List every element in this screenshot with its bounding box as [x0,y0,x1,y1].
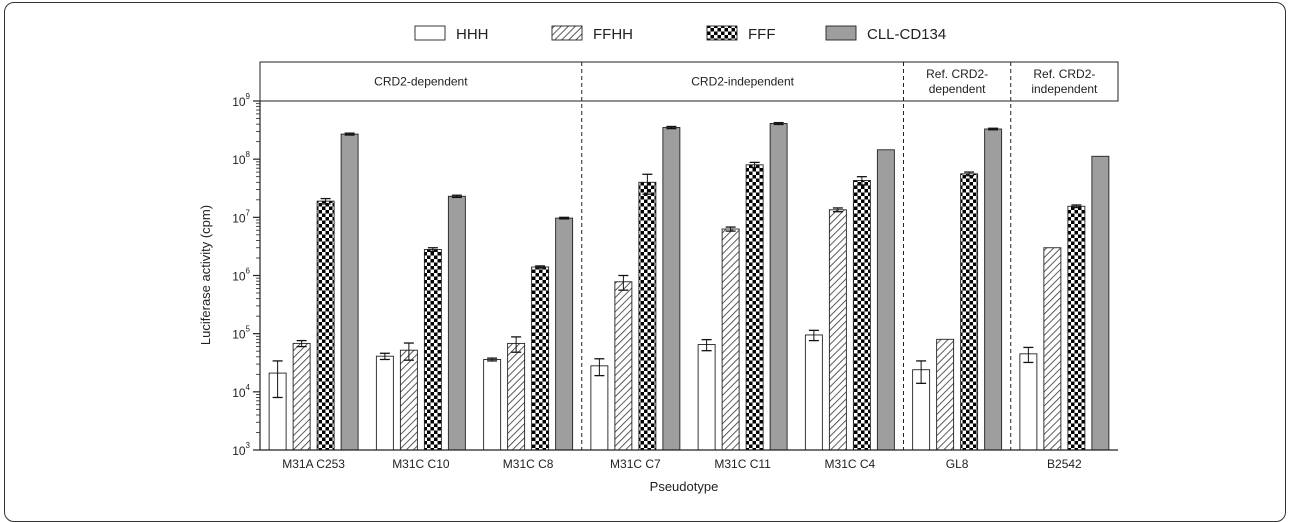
y-tick-label: 107 [232,208,250,225]
x-tick-label: M31A C253 [282,457,345,471]
group-label: CRD2-independent [691,75,794,89]
bar-ffhh [292,342,311,451]
bar-fff [745,164,764,451]
x-axis-title: Pseudotype [650,479,719,494]
bar-cll-cd134 [1091,155,1110,451]
x-tick-label: GL8 [946,457,969,471]
bar-ffhh [399,349,418,451]
group-headers: CRD2-dependent CRD2-independent Ref. CRD2-… [259,61,1119,450]
bar-cll-cd134 [662,127,681,451]
bar-fff [423,249,442,451]
legend-label: CLL-CD134 [867,26,946,43]
bar-hhh [697,344,716,451]
bar-cll-cd134 [340,133,359,451]
bar-cll-cd134 [984,128,1003,451]
x-tick-label: M31C C7 [610,457,661,471]
bar-ffhh [614,281,633,451]
group-label: Ref. CRD2- [926,67,988,81]
bar-fff [316,200,335,451]
plot-area [268,121,1110,451]
bar-fff [531,266,550,451]
bar-fff [638,181,657,451]
y-axis-title: Luciferase activity (cpm) [198,205,213,345]
legend-label: HHH [456,26,489,43]
group-label: Ref. CRD2- [1033,67,1095,81]
y-axis: 103 104 105 106 107 108 109 [232,92,261,458]
legend-swatch-fff [706,25,738,41]
group-label: dependent [929,82,986,96]
bar-fff [960,173,979,451]
luciferase-bar-chart: HHH FFHH FFF CLL-CD134 CRD2-dependent CRD2-i… [198,25,1119,494]
bar-cll-cd134 [555,217,574,451]
legend-label: FFF [748,26,776,43]
x-tick-label: M31C C10 [392,457,450,471]
bar-cll-cd134 [876,149,895,451]
legend-swatch-hhh [414,25,446,41]
x-tick-label: M31C C8 [503,457,554,471]
y-tick-label: 106 [232,267,250,284]
bar-ffhh [721,228,740,451]
bar-fff [852,180,871,451]
y-tick-label: 104 [232,383,250,400]
y-tick-label: 103 [232,441,250,458]
bar-hhh [1019,353,1038,451]
legend-swatch-cll-cd134 [825,25,857,41]
bar-ffhh [1043,247,1062,451]
legend: HHH FFHH FFF CLL-CD134 [414,25,946,43]
bar-ffhh [828,209,847,451]
legend-label: FFHH [593,26,633,43]
bar-ffhh [507,342,526,451]
y-tick-label: 109 [232,92,250,109]
x-tick-label: B2542 [1047,457,1082,471]
y-tick-label: 108 [232,150,250,167]
x-axis: M31A C253 M31C C10 M31C C8 M31C C7 M31C C11 M… [260,449,1118,471]
x-tick-label: M31C C4 [825,457,876,471]
bar-hhh [804,334,823,451]
legend-swatch-ffhh [551,25,583,41]
bar-fff [1067,205,1086,451]
x-tick-label: M31C C11 [714,457,771,471]
bar-ffhh [936,338,955,451]
bar-hhh [590,365,609,451]
bar-cll-cd134 [447,195,466,451]
group-label: independent [1031,82,1098,96]
group-label: CRD2-dependent [374,75,468,89]
group-header-box [259,61,1119,102]
bar-hhh [483,359,502,451]
bar-hhh [375,355,394,451]
y-tick-label: 105 [232,325,250,342]
bar-cll-cd134 [769,123,788,451]
